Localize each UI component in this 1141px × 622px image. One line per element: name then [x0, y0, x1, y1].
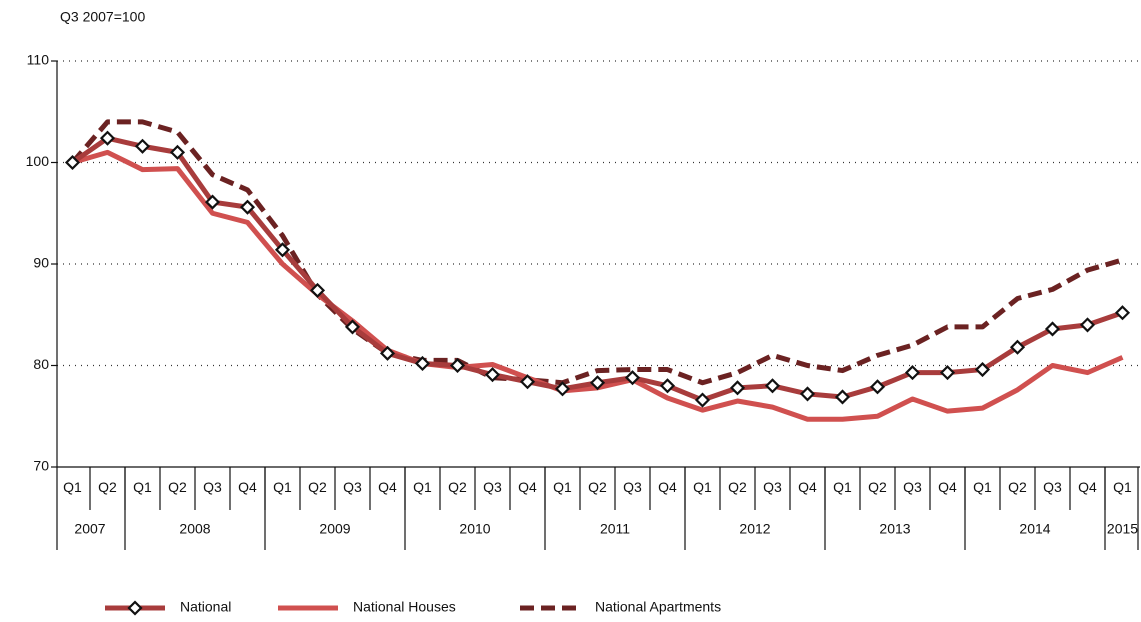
data-point: [309, 282, 326, 298]
data-point: [1114, 305, 1131, 321]
x-tick-label: Q1: [133, 479, 152, 495]
x-group-label: 2010: [459, 521, 490, 537]
x-tick-label: Q3: [903, 479, 922, 495]
x-tick-label: Q2: [588, 479, 607, 495]
series-line: [70, 119, 1124, 386]
y-tick-label: 90: [33, 255, 49, 271]
data-point: [799, 386, 816, 402]
x-tick-label: Q1: [1113, 479, 1132, 495]
legend-label: National Apartments: [595, 599, 721, 615]
data-point: [694, 392, 711, 408]
data-point: [1079, 317, 1096, 333]
x-group-label: 2007: [74, 521, 105, 537]
data-point: [869, 379, 886, 395]
data-point: [519, 374, 536, 390]
x-tick-label: Q1: [693, 479, 712, 495]
x-tick-label: Q4: [238, 479, 257, 495]
data-point: [939, 365, 956, 381]
x-tick-label: Q2: [448, 479, 467, 495]
data-point: [204, 194, 221, 210]
data-point: [379, 345, 396, 361]
data-point: [1009, 339, 1026, 355]
data-point: [99, 130, 116, 146]
x-tick-label: Q2: [308, 479, 327, 495]
x-group-label: 2015: [1107, 521, 1138, 537]
x-group-label: 2009: [319, 521, 350, 537]
legend-label: National Houses: [353, 599, 456, 615]
x-tick-label: Q1: [553, 479, 572, 495]
x-tick-label: Q1: [63, 479, 82, 495]
y-axis-label: Q3 2007=100: [60, 9, 145, 25]
x-tick-label: Q3: [343, 479, 362, 495]
data-point: [344, 319, 361, 335]
data-point: [589, 375, 606, 391]
x-tick-label: Q1: [413, 479, 432, 495]
legend-label: National: [180, 599, 231, 615]
data-point: [834, 389, 851, 405]
data-point: [624, 370, 641, 386]
data-point: [974, 362, 991, 378]
data-point: [554, 381, 571, 397]
x-tick-label: Q1: [273, 479, 292, 495]
x-tick-label: Q2: [1008, 479, 1027, 495]
x-tick-label: Q2: [98, 479, 117, 495]
x-group-label: 2013: [879, 521, 910, 537]
x-tick-label: Q2: [868, 479, 887, 495]
data-point: [64, 154, 81, 171]
x-tick-label: Q4: [1078, 479, 1097, 495]
data-point: [484, 367, 501, 383]
series-line: [71, 135, 1124, 403]
data-point: [239, 199, 256, 215]
x-tick-label: Q2: [728, 479, 747, 495]
x-tick-label: Q1: [973, 479, 992, 495]
data-point: [169, 144, 186, 160]
data-point: [904, 365, 921, 381]
x-tick-label: Q4: [658, 479, 677, 495]
x-tick-label: Q3: [203, 479, 222, 495]
y-tick-label: 110: [27, 52, 50, 68]
data-point: [274, 242, 291, 258]
y-tick-label: 100: [26, 153, 50, 169]
x-tick-label: Q3: [483, 479, 502, 495]
data-point: [729, 380, 746, 396]
y-tick-label: 70: [33, 458, 49, 474]
x-tick-label: Q4: [518, 479, 537, 495]
data-point: [764, 378, 781, 394]
x-tick-label: Q3: [1043, 479, 1062, 495]
x-tick-label: Q3: [623, 479, 642, 495]
x-tick-label: Q3: [763, 479, 782, 495]
x-tick-label: Q4: [378, 479, 397, 495]
x-group-label: 2011: [600, 521, 630, 537]
x-group-label: 2012: [739, 521, 770, 537]
x-tick-label: Q4: [938, 479, 957, 495]
x-tick-label: Q2: [168, 479, 187, 495]
x-tick-label: Q4: [798, 479, 817, 495]
x-tick-label: Q1: [833, 479, 852, 495]
data-point: [659, 378, 676, 394]
legend-marker: [127, 600, 143, 616]
x-group-label: 2008: [179, 521, 210, 537]
data-point: [449, 357, 466, 374]
data-point: [414, 355, 431, 372]
data-point: [134, 138, 151, 154]
data-point: [1044, 321, 1061, 337]
y-tick-label: 80: [33, 356, 49, 372]
x-group-label: 2014: [1019, 521, 1050, 537]
